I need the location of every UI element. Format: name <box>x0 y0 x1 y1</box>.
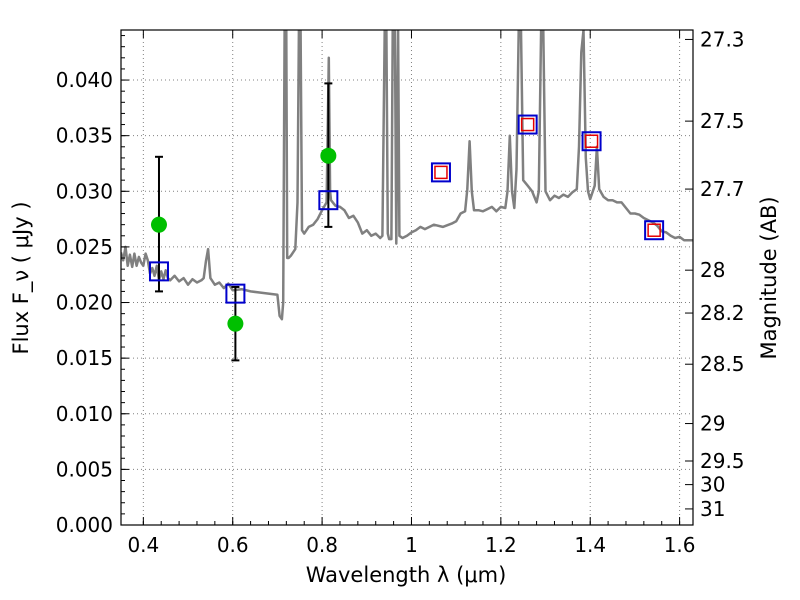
model-photometry-layer <box>148 114 665 304</box>
y-tick-label: 0.035 <box>56 124 113 148</box>
y-tick-label: 0.040 <box>56 68 113 92</box>
tick-labels: 0.4 0.6 0.8 1 1.2 1.4 1.6 0.000 0.005 0.010 0.015 0… <box>56 27 745 557</box>
y-tick-label: 0.030 <box>56 179 113 203</box>
x-tick-label: 0.4 <box>127 533 159 557</box>
y-tick-label: 0.000 <box>56 513 113 537</box>
y-tick-label: 0.005 <box>56 457 113 481</box>
model-photometry-square <box>517 114 538 135</box>
x-tick-label: 0.6 <box>217 533 249 557</box>
y-tick-label: 0.015 <box>56 346 113 370</box>
y-tick-label: 0.010 <box>56 402 113 426</box>
mag-tick-label: 27.7 <box>700 177 745 201</box>
template-spectrum-layer <box>121 30 693 321</box>
mag-tick-label: 28.5 <box>700 352 745 376</box>
x-tick-label: 1.2 <box>485 533 517 557</box>
mag-tick-label: 29.5 <box>700 449 745 473</box>
model-photometry-square <box>225 283 246 304</box>
y-tick-label: 0.025 <box>56 235 113 259</box>
model-photometry-inner-square <box>647 223 661 237</box>
x-tick-label: 1 <box>405 533 418 557</box>
mag-tick-label: 29 <box>700 412 725 436</box>
model-photometry-square <box>318 190 339 211</box>
mag-tick-label: 31 <box>700 497 725 521</box>
x-tick-label: 1.4 <box>574 533 606 557</box>
mag-tick-label: 28.2 <box>700 301 745 325</box>
axes <box>120 29 694 526</box>
model-photometry-square <box>430 162 451 183</box>
y-axis-label-right: Magnitude (AB) <box>757 196 781 359</box>
x-tick-label: 0.8 <box>306 533 338 557</box>
plot-frame <box>120 29 694 526</box>
observed-point <box>227 315 244 332</box>
mag-tick-label: 30 <box>700 473 725 497</box>
mag-tick-label: 27.3 <box>700 27 745 51</box>
model-photometry-inner-square <box>434 165 448 180</box>
model-photometry-square <box>581 131 602 152</box>
model-photometry-inner-square <box>584 134 599 148</box>
template-spectrum-line <box>121 30 693 321</box>
mag-tick-label: 28 <box>700 258 725 282</box>
mag-tick-label: 27.5 <box>700 109 745 133</box>
y-tick-label: 0.020 <box>56 291 113 315</box>
observed-point <box>320 147 337 164</box>
x-tick-label: 1.6 <box>664 533 696 557</box>
x-axis-label: Wavelength λ (μm) <box>306 563 507 587</box>
model-photometry-inner-square <box>520 117 535 132</box>
model-photometry-square <box>148 261 169 282</box>
model-photometry-square <box>644 220 665 241</box>
observed-point <box>150 216 167 233</box>
observed-points-layer <box>150 82 337 362</box>
y-axis-label-left: Flux F_ν ( μJy ) <box>9 201 34 354</box>
